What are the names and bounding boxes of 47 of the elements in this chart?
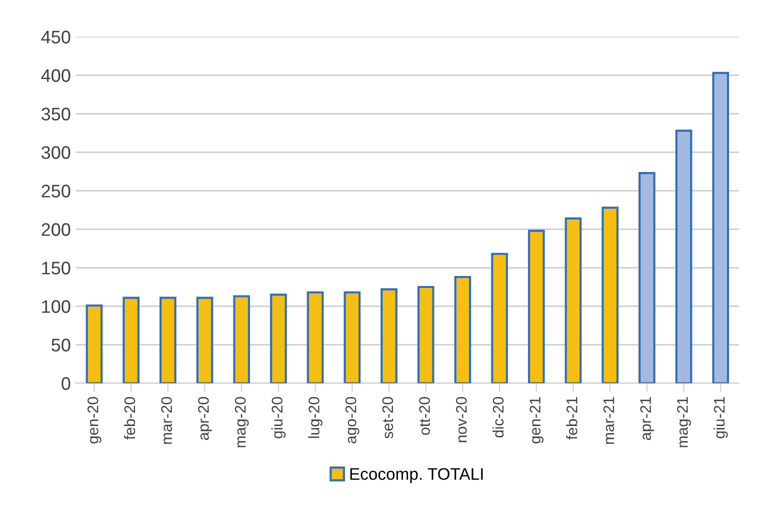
bar (122, 296, 140, 384)
bar (528, 230, 545, 384)
x-tick-label: dic-20 (492, 397, 504, 438)
x-tick-label: mag-21 (677, 397, 691, 448)
x-tick-label: giu-20 (271, 397, 286, 438)
y-tick-label: 400 (41, 69, 70, 82)
x-tick-label: gen-21 (530, 397, 544, 444)
bar (380, 288, 398, 384)
x-tick-label: lug-20 (308, 397, 322, 438)
bar (454, 276, 472, 384)
bar (638, 172, 656, 384)
x-tick-label: giu-21 (714, 397, 728, 438)
y-tick-label: 350 (42, 108, 70, 120)
legend-label: Ecocomp. TOTALI (350, 468, 483, 484)
bar (675, 130, 692, 384)
x-tick-label: gen-20 (88, 397, 102, 444)
y-tick-label: 300 (42, 146, 70, 159)
bar (491, 252, 508, 384)
x-tick-label: feb-21 (566, 397, 578, 440)
y-tick-label: 250 (42, 184, 70, 198)
x-tick-label: ott-20 (419, 397, 430, 435)
bar (602, 206, 618, 384)
y-tick-label: 150 (42, 262, 70, 274)
bar (344, 291, 361, 384)
bar (564, 217, 582, 384)
bar (270, 294, 287, 384)
x-tick-label: mar-21 (603, 397, 614, 444)
x-tick-label: mag-20 (234, 397, 249, 448)
x-tick-label: ago-20 (345, 397, 360, 444)
bar (160, 296, 176, 384)
y-tick-label: 450 (41, 30, 70, 44)
x-tick-label: mar-20 (161, 397, 172, 444)
x-tick-label: apr-21 (640, 397, 654, 440)
bar (306, 291, 324, 384)
bar (196, 296, 214, 384)
y-tick-label: 50 (52, 338, 70, 352)
bar (86, 304, 103, 384)
y-tick-label: 0 (62, 377, 70, 390)
bar (417, 286, 434, 384)
x-tick-label: apr-20 (198, 397, 212, 440)
bar (712, 72, 730, 384)
x-tick-label: feb-20 (124, 397, 136, 440)
x-tick-label: set-20 (382, 397, 394, 438)
x-tick-label: nov-20 (456, 397, 467, 442)
y-tick-label: 100 (42, 300, 70, 313)
bar (233, 295, 250, 384)
y-tick-label: 200 (42, 223, 70, 236)
